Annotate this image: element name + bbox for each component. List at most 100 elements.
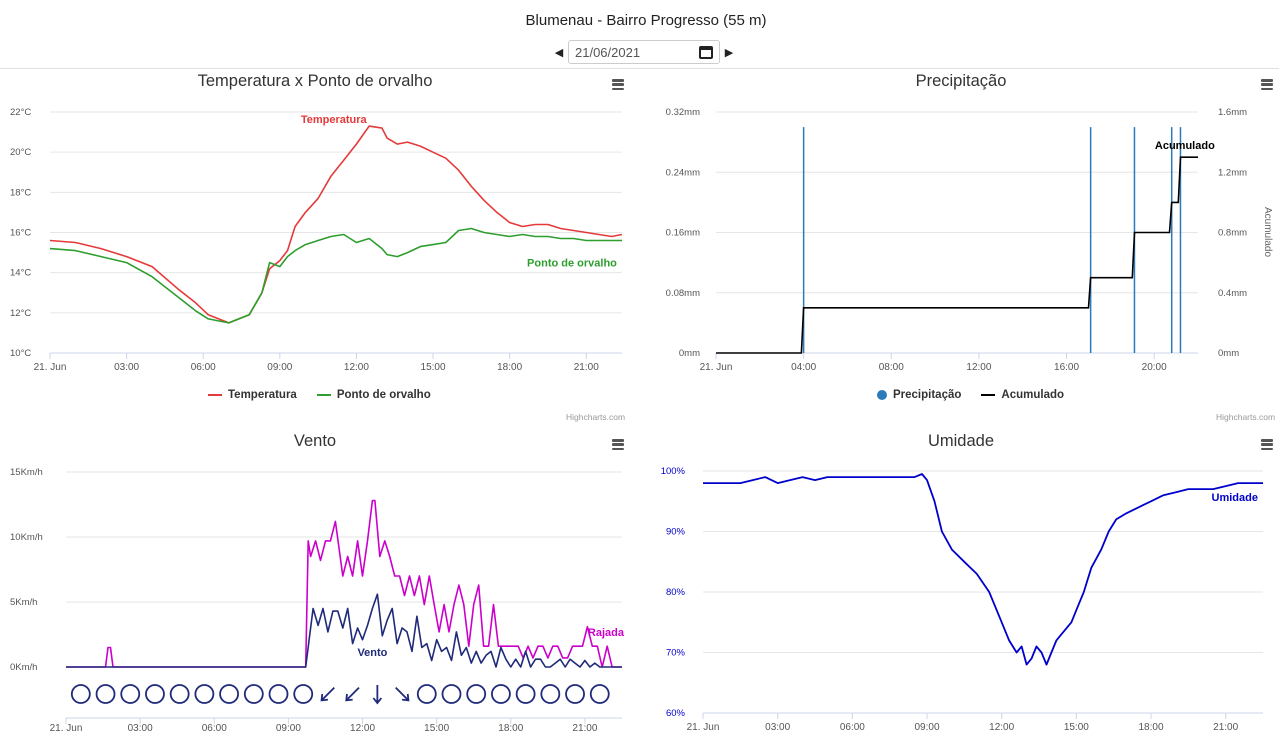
x-tick-label: 12:00 (989, 722, 1014, 733)
precipitation-chart-svg: 0mm 0mm 0.08mm 0.4mm 0.16mm 0.8mm 0.24mm 1.2mm 0… (666, 107, 1273, 373)
wind-calm-icon (441, 684, 462, 704)
wind-direction-arrow-icon (395, 686, 410, 702)
series-label-acumulado: Acumulado (1155, 140, 1215, 152)
y-tick-label: 0.16mm (666, 228, 700, 239)
x-tick-label: 08:00 (879, 362, 904, 373)
x-tick-label: 18:00 (498, 723, 523, 734)
legend-item-temperature[interactable]: Temperatura (208, 389, 297, 401)
x-tick-label: 21. Jun (687, 722, 720, 733)
chart-legend: Precipitação Acumulado (877, 389, 1064, 401)
station-title: Blumenau - Bairro Progresso (55 m) (525, 12, 767, 29)
series-line-ponto-de-orvalho (49, 227, 622, 324)
y-tick-label: 10Km/h (10, 532, 43, 543)
y-tick-label: 70% (666, 648, 686, 659)
x-tick-label: 21:00 (574, 362, 599, 373)
wind-calm-icon (145, 684, 165, 704)
wind-calm-icon (268, 684, 289, 704)
x-tick-label: 15:00 (424, 723, 449, 734)
y-tick-label: 15Km/h (10, 467, 43, 478)
wind-calm-icon (243, 684, 264, 704)
y-tick-label: 22°C (10, 107, 31, 118)
chart-title: Temperatura x Ponto de orvalho (197, 72, 433, 90)
page-header: Blumenau - Bairro Progresso (55 m) ◀ 21/… (0, 0, 1279, 69)
credits-link[interactable]: Highcharts.com (566, 412, 626, 422)
x-tick-label: 21. Jun (50, 723, 83, 734)
x-tick-label: 09:00 (276, 723, 301, 734)
wind-chart-svg: 0Km/h 5Km/h 10Km/h 15Km/h 21. Jun 03:00 06:00 0… (10, 467, 625, 734)
wind-calm-icon (589, 684, 610, 704)
wind-calm-icon (95, 684, 116, 704)
y-tick-label: 18°C (10, 187, 31, 198)
x-tick-label: 12:00 (344, 362, 369, 373)
y-tick-label: 0.32mm (666, 107, 700, 118)
x-tick-label: 12:00 (350, 723, 375, 734)
credits-link[interactable]: Highcharts.com (1216, 412, 1276, 422)
x-tick-label: 15:00 (421, 362, 446, 373)
humidity-chart-svg: 60% 70% 80% 90% 100% 21. Jun 03:00 06:00 09:00 12… (661, 466, 1263, 733)
caret-right-icon[interactable]: ▶ (724, 46, 734, 59)
series-label-umidade: Umidade (1212, 492, 1258, 504)
x-tick-label: 21:00 (1213, 722, 1238, 733)
y2-axis-title: Acumulado (1262, 207, 1273, 257)
hamburger-menu-icon[interactable] (612, 439, 624, 450)
legend-item-precipitation[interactable]: Precipitação (877, 389, 961, 401)
x-tick-label: 20:00 (1142, 362, 1167, 373)
y2-tick-label: 0.8mm (1218, 228, 1247, 239)
date-selector: ◀ 21/06/2021 ▶ (554, 39, 734, 65)
date-input[interactable]: 21/06/2021 (568, 40, 720, 64)
x-tick-label: 06:00 (840, 722, 865, 733)
y-tick-label: 10°C (10, 348, 31, 359)
hamburger-menu-icon[interactable] (1261, 439, 1273, 450)
y-tick-label: 12°C (10, 308, 31, 319)
legend-item-accumulated[interactable]: Acumulado (981, 389, 1064, 401)
y-tick-label: 0mm (679, 348, 700, 359)
x-tick-label: 04:00 (791, 362, 816, 373)
date-value: 21/06/2021 (575, 44, 641, 60)
series-label-rajada: Rajada (588, 627, 625, 639)
series-line-temperatura (49, 125, 623, 324)
x-tick-label: 15:00 (1064, 722, 1089, 733)
calendar-icon[interactable] (699, 45, 713, 59)
x-tick-label: 16:00 (1054, 362, 1079, 373)
x-tick-label: 06:00 (202, 723, 227, 734)
hamburger-menu-icon[interactable] (1261, 79, 1273, 90)
x-tick-label: 03:00 (114, 362, 139, 373)
arrow-shape (395, 686, 410, 702)
precipitation-chart-panel: Precipitação 0mm 0mm 0.08mm 0.4mm 0.16mm 0.8m… (643, 68, 1279, 425)
chart-title: Vento (293, 432, 337, 450)
y-tick-label: 5Km/h (10, 597, 37, 608)
y-tick-label: 100% (661, 466, 686, 477)
wind-calm-icon (120, 684, 141, 704)
wind-calm-icon (491, 684, 511, 704)
wind-direction-arrow-icon (345, 686, 360, 702)
x-tick-label: 09:00 (914, 722, 939, 733)
wind-calm-icon (219, 684, 239, 704)
wind-calm-icon (515, 684, 536, 704)
caret-left-icon[interactable]: ◀ (554, 46, 564, 59)
x-tick-label: 03:00 (765, 722, 790, 733)
chart-title: Umidade (927, 432, 995, 450)
y-tick-label: 20°C (10, 147, 31, 158)
x-tick-label: 21. Jun (34, 362, 67, 373)
wind-calm-icon (194, 684, 215, 704)
hamburger-menu-icon[interactable] (612, 79, 624, 90)
arrow-shape (320, 686, 335, 702)
humidity-chart-panel: Umidade 60% 70% 80% 90% 100% 21. Jun 03:00 06:0… (643, 428, 1279, 737)
wind-direction-arrow-icon (372, 685, 383, 705)
wind-calm-icon (169, 684, 190, 704)
x-tick-label: 09:00 (267, 362, 292, 373)
wind-direction-arrow-icon (320, 686, 335, 702)
temperature-chart-svg: 10°C 12°C 14°C 16°C 18°C 20°C 22°C 21. Jun 03:00… (10, 107, 623, 373)
x-tick-label: 06:00 (191, 362, 216, 373)
wind-calm-icon (293, 684, 314, 704)
arrow-shape (372, 685, 383, 705)
y2-tick-label: 0mm (1218, 348, 1239, 359)
x-tick-label: 18:00 (1138, 722, 1163, 733)
legend-item-dewpoint[interactable]: Ponto de orvalho (316, 389, 431, 401)
chart-legend: Temperatura Ponto de orvalho (208, 389, 431, 401)
y-tick-label: 0.24mm (666, 167, 700, 178)
wind-calm-icon (540, 684, 561, 704)
y2-tick-label: 0.4mm (1218, 288, 1247, 299)
series-label-ponto-de-orvalho: Ponto de orvalho (527, 258, 617, 270)
y-tick-label: 60% (666, 708, 686, 719)
